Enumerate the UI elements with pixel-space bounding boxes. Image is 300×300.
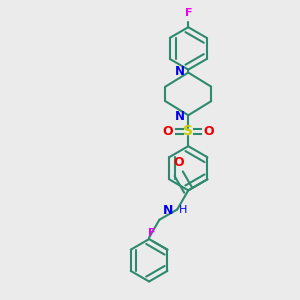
Text: F: F <box>184 8 192 18</box>
Text: N: N <box>174 110 184 123</box>
Text: O: O <box>203 125 214 138</box>
Text: O: O <box>163 125 173 138</box>
Text: N: N <box>174 64 184 78</box>
Text: O: O <box>173 156 184 169</box>
Text: N: N <box>163 204 174 217</box>
Text: F: F <box>148 228 156 238</box>
Text: S: S <box>183 124 193 138</box>
Text: H: H <box>179 205 187 215</box>
